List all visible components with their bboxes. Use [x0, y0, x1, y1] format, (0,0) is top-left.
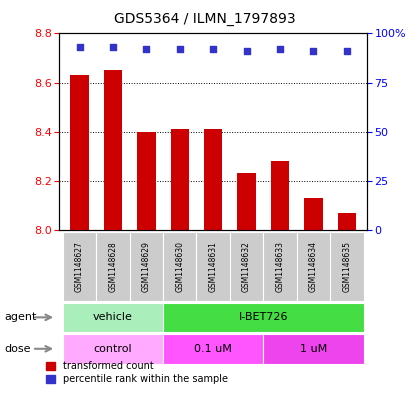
Bar — [229, 232, 263, 301]
Text: control: control — [93, 344, 132, 354]
Bar — [296, 232, 329, 301]
Text: GSM1148630: GSM1148630 — [175, 241, 184, 292]
Bar — [163, 232, 196, 301]
Bar — [96, 232, 129, 301]
Text: dose: dose — [4, 344, 31, 354]
Text: GDS5364 / ILMN_1797893: GDS5364 / ILMN_1797893 — [114, 12, 295, 26]
Point — [243, 48, 249, 54]
Bar — [103, 70, 122, 230]
Bar — [337, 213, 355, 230]
Bar — [137, 132, 155, 230]
Point — [310, 48, 316, 54]
Point — [109, 44, 116, 50]
Point — [143, 46, 149, 52]
Bar — [196, 232, 229, 301]
Bar — [329, 232, 363, 301]
Bar — [70, 75, 88, 230]
Point — [209, 46, 216, 52]
Point — [276, 46, 283, 52]
Text: GSM1148631: GSM1148631 — [208, 241, 217, 292]
Bar — [237, 173, 255, 230]
Text: I-BET726: I-BET726 — [238, 312, 288, 322]
Text: GSM1148635: GSM1148635 — [342, 241, 351, 292]
Bar — [263, 232, 296, 301]
Text: GSM1148633: GSM1148633 — [275, 241, 284, 292]
Text: GSM1148628: GSM1148628 — [108, 241, 117, 292]
Bar — [303, 198, 322, 230]
Text: vehicle: vehicle — [93, 312, 133, 322]
Text: GSM1148627: GSM1148627 — [75, 241, 84, 292]
Text: GSM1148629: GSM1148629 — [142, 241, 151, 292]
Bar — [163, 334, 263, 364]
Legend: transformed count, percentile rank within the sample: transformed count, percentile rank withi… — [42, 358, 231, 388]
Bar — [204, 129, 222, 230]
Text: 1 uM: 1 uM — [299, 344, 326, 354]
Point — [343, 48, 349, 54]
Text: 0.1 uM: 0.1 uM — [194, 344, 231, 354]
Text: GSM1148634: GSM1148634 — [308, 241, 317, 292]
Text: GSM1148632: GSM1148632 — [242, 241, 250, 292]
Point — [176, 46, 182, 52]
Bar — [129, 232, 163, 301]
Bar — [170, 129, 189, 230]
Bar — [163, 303, 363, 332]
Point — [76, 44, 83, 50]
Bar — [270, 161, 288, 230]
Text: agent: agent — [4, 312, 36, 322]
Bar — [63, 232, 96, 301]
Bar — [263, 334, 363, 364]
Bar — [63, 303, 163, 332]
Bar — [63, 334, 163, 364]
